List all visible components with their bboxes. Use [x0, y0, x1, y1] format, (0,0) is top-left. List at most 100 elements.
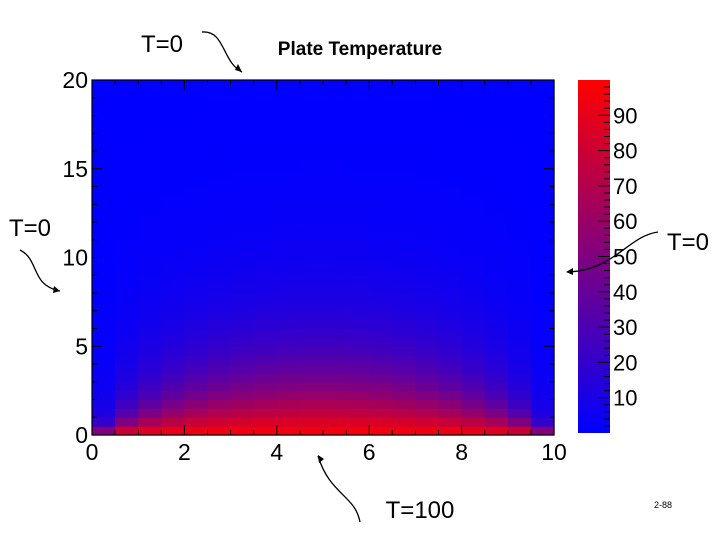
heat-cell: [415, 106, 440, 117]
colorbar-tick-label: 80: [613, 139, 637, 164]
heat-cell: [92, 399, 116, 409]
heat-cell: [276, 80, 301, 90]
heat-cell: [369, 426, 393, 436]
heat-cell: [207, 390, 232, 401]
heat-cell: [161, 275, 185, 285]
heat-cell: [323, 328, 347, 338]
heat-cell: [276, 204, 301, 214]
heat-cell: [530, 293, 555, 303]
heat-cell: [346, 319, 370, 330]
heat-cell: [230, 337, 255, 347]
heat-cell: [138, 426, 162, 436]
heat-cell: [115, 408, 139, 418]
heat-cell: [461, 124, 486, 134]
heat-cell: [461, 381, 486, 392]
y-tick-label: 5: [75, 333, 88, 359]
heat-cell: [161, 364, 185, 374]
heat-cell: [484, 88, 509, 99]
heat-cell: [184, 328, 209, 338]
heat-cell: [346, 284, 370, 294]
heat-cell: [92, 106, 116, 117]
heat-cell: [484, 80, 509, 90]
heat-cell: [530, 97, 555, 108]
heat-cell: [369, 372, 393, 383]
heat-cell: [115, 80, 139, 90]
heat-cell: [392, 248, 416, 259]
heat-cell: [299, 106, 324, 117]
heat-cell: [276, 284, 301, 294]
page-number: 2-88: [654, 500, 672, 510]
heat-cell: [323, 230, 347, 241]
heat-cell: [161, 88, 185, 99]
heat-cell: [346, 133, 370, 143]
heat-cell: [230, 399, 255, 409]
heat-cell: [138, 257, 162, 267]
heat-cell: [438, 222, 463, 232]
heat-cell: [115, 266, 139, 276]
heat-cell: [138, 230, 162, 241]
heat-cell: [461, 319, 486, 330]
heat-cell: [392, 213, 416, 223]
heat-cell: [346, 115, 370, 125]
heat-cell: [323, 257, 347, 267]
heat-cell: [92, 346, 116, 356]
heat-cell: [253, 133, 278, 143]
heat-cell: [138, 301, 162, 312]
heat-cell: [184, 88, 209, 99]
heat-cell: [230, 159, 255, 170]
heat-cell: [415, 230, 440, 241]
heat-cell: [392, 239, 416, 250]
colorbar-tick-label: 30: [613, 315, 637, 340]
heat-cell: [507, 417, 532, 427]
heat-cell: [207, 213, 232, 223]
heat-cell: [530, 381, 555, 392]
heat-cell: [484, 266, 509, 276]
heat-cell: [415, 293, 440, 303]
heat-cell: [530, 417, 555, 427]
heat-cell: [438, 230, 463, 241]
heat-cell: [276, 151, 301, 161]
heat-cell: [161, 133, 185, 143]
x-tick-label: 4: [270, 439, 283, 465]
heat-cell: [484, 124, 509, 134]
heat-cell: [92, 248, 116, 259]
heat-cell: [461, 293, 486, 303]
heat-cell: [369, 417, 393, 427]
heat-cell: [92, 159, 116, 170]
heat-cell: [530, 399, 555, 409]
heat-cell: [230, 115, 255, 125]
heat-cell: [92, 328, 116, 338]
top-arrow: [201, 31, 243, 73]
heat-cell: [438, 390, 463, 401]
left-arrow: [19, 249, 61, 292]
heat-cell: [415, 159, 440, 170]
heat-cell: [276, 266, 301, 276]
heat-cell: [346, 230, 370, 241]
heat-cell: [484, 275, 509, 285]
colorbar-tick-label: 70: [613, 174, 637, 199]
heat-cell: [530, 328, 555, 338]
heat-cell: [299, 328, 324, 338]
heat-cell: [392, 426, 416, 436]
heat-cell: [299, 284, 324, 294]
heat-cell: [276, 142, 301, 152]
heat-cell: [276, 124, 301, 134]
heat-cell: [276, 417, 301, 427]
heat-cell: [507, 230, 532, 241]
heat-cell: [161, 355, 185, 365]
heat-cell: [415, 222, 440, 232]
y-tick-label: 10: [62, 245, 88, 271]
heat-cell: [507, 124, 532, 134]
heat-cell: [530, 115, 555, 125]
heat-cell: [92, 186, 116, 196]
heat-cell: [92, 266, 116, 276]
heat-cell: [323, 372, 347, 383]
heat-cell: [369, 159, 393, 170]
heat-cell: [507, 399, 532, 409]
heat-cell: [461, 151, 486, 161]
heat-cell: [207, 284, 232, 294]
heat-cell: [438, 159, 463, 170]
heat-cell: [299, 222, 324, 232]
heat-cell: [346, 248, 370, 259]
